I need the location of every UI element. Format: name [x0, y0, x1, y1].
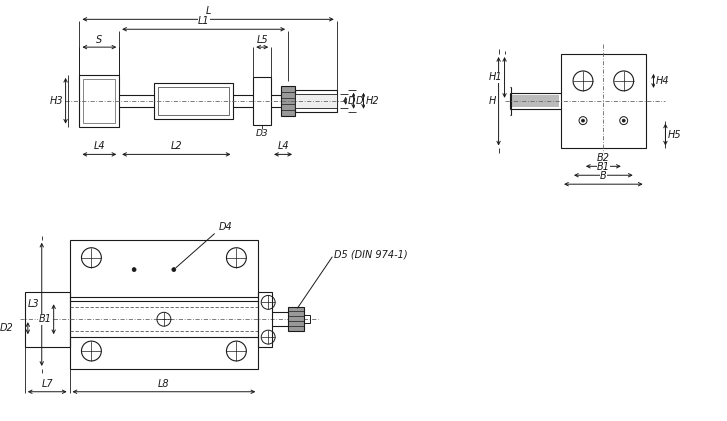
Text: H: H	[489, 96, 497, 106]
Circle shape	[132, 268, 136, 272]
Text: D2: D2	[0, 323, 14, 333]
Bar	[158, 87, 230, 115]
Text: L8: L8	[158, 379, 169, 389]
Text: H3: H3	[50, 96, 63, 106]
Text: H2: H2	[366, 96, 379, 106]
Bar	[295, 94, 337, 108]
Text: S: S	[96, 35, 103, 45]
Text: L1: L1	[198, 16, 209, 26]
Text: L2: L2	[171, 141, 182, 152]
Bar	[84, 79, 116, 123]
Text: D5 (DIN 974-1): D5 (DIN 974-1)	[334, 250, 407, 260]
Text: H1: H1	[489, 72, 502, 83]
Text: D1: D1	[348, 96, 361, 106]
Circle shape	[172, 268, 176, 272]
Bar	[253, 77, 271, 125]
Text: L3: L3	[28, 299, 40, 309]
Text: H4: H4	[656, 76, 669, 86]
Bar	[512, 95, 559, 107]
Text: L4: L4	[94, 141, 105, 152]
Text: B1: B1	[597, 162, 610, 172]
Bar	[154, 83, 233, 119]
Bar	[258, 293, 272, 347]
Text: D3: D3	[256, 128, 268, 138]
Bar	[304, 315, 310, 323]
Text: L4: L4	[277, 141, 289, 152]
Bar	[295, 90, 337, 112]
Bar	[25, 293, 70, 347]
Bar	[281, 86, 295, 116]
Bar	[561, 54, 646, 149]
Text: H5: H5	[667, 130, 681, 139]
Text: B: B	[600, 171, 607, 181]
Text: D: D	[356, 96, 363, 106]
Text: B2: B2	[597, 153, 610, 163]
Text: L5: L5	[257, 35, 268, 45]
Circle shape	[582, 119, 585, 122]
Bar	[70, 240, 258, 369]
Text: D4: D4	[219, 222, 232, 232]
Bar	[288, 307, 304, 331]
Circle shape	[622, 119, 625, 122]
Bar	[79, 75, 119, 127]
Text: L7: L7	[41, 379, 53, 389]
Text: L: L	[206, 6, 211, 16]
Text: B1: B1	[39, 314, 52, 324]
